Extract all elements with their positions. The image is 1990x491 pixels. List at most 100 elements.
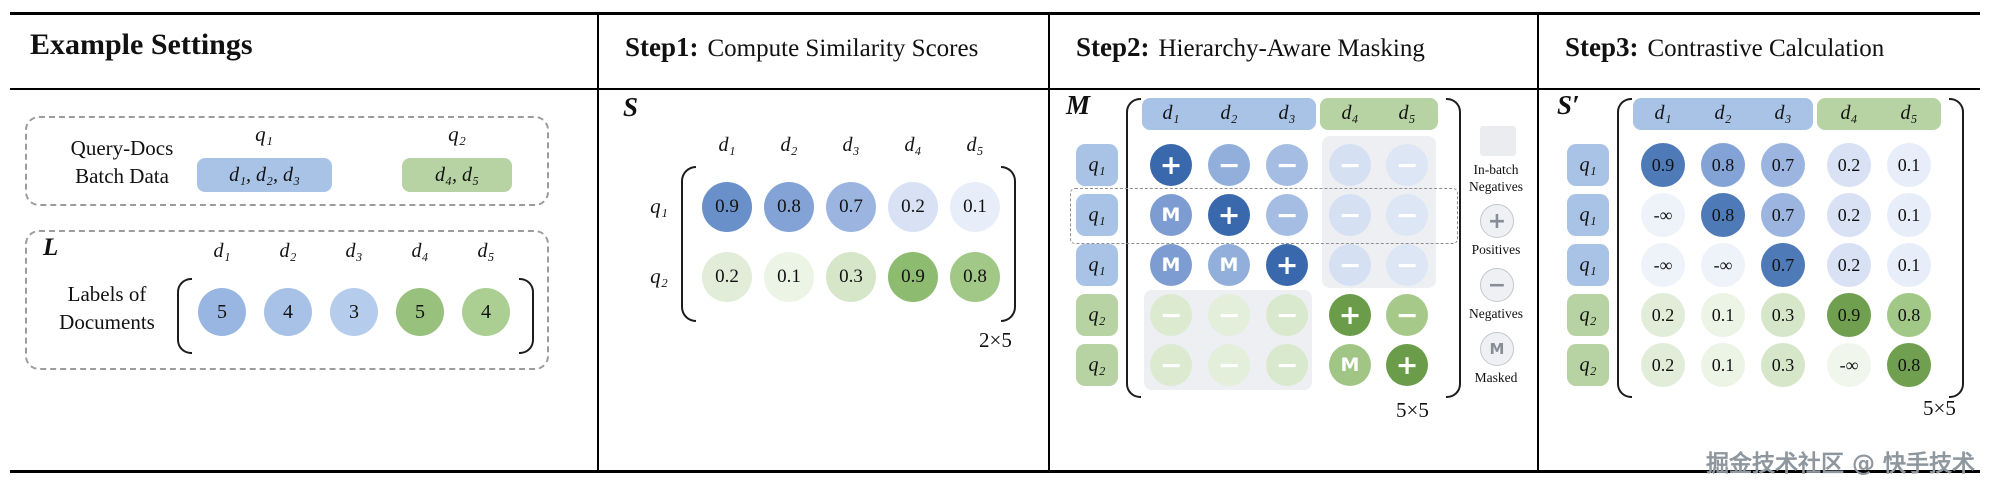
q1-docs-pill: d₁, d₂, d₃ bbox=[197, 158, 332, 192]
contrastive-cell: 0.1 bbox=[1701, 343, 1745, 387]
contrastive-cell: 0.3 bbox=[1761, 343, 1805, 387]
panel-step3: S′ d₁ d₂ d₃ d₄ d₅ q₁ q₁ q₁ q₂ q₂ 0.9 0.8… bbox=[1537, 90, 1990, 470]
s-matrix-symbol: S bbox=[623, 92, 639, 122]
label-value-cell: 5 bbox=[198, 288, 246, 336]
sprime-row-label-q1-a: q₁ bbox=[1567, 144, 1609, 186]
highlighted-row-box bbox=[1070, 188, 1458, 244]
similarity-cell: 0.7 bbox=[826, 182, 876, 232]
contrastive-cell: -∞ bbox=[1641, 193, 1685, 237]
negative-icon: − bbox=[1329, 194, 1371, 236]
similarity-cell: 0.8 bbox=[950, 252, 1000, 302]
m-row-label-q1-c: q₁ bbox=[1076, 244, 1118, 286]
similarity-cell: 0.2 bbox=[888, 182, 938, 232]
labels-col-header-d4: d₄ bbox=[411, 240, 429, 262]
m-matrix-symbol: M bbox=[1066, 90, 1091, 120]
labels-of-documents-label: Labels of Documents bbox=[37, 280, 177, 337]
negative-icon: − bbox=[1386, 194, 1428, 236]
positive-icon: + bbox=[1386, 344, 1428, 386]
positive-icon: + bbox=[1329, 294, 1371, 336]
batch-data-label: Query-Docs Batch Data bbox=[47, 134, 197, 191]
negative-icon: − bbox=[1150, 294, 1192, 336]
watermark: 掘金技术社区 @ 快手技术 bbox=[1705, 451, 1975, 477]
contrastive-cell: 0.7 bbox=[1761, 193, 1805, 237]
sprime-bracket-right bbox=[1949, 98, 1964, 398]
positives-legend-icon: + bbox=[1480, 204, 1514, 238]
query-docs-batch-box: Query-Docs Batch Data q₁ d₁, d₂, d₃ q₂ d… bbox=[25, 116, 549, 206]
negative-icon: − bbox=[1266, 344, 1308, 386]
contrastive-cell: -∞ bbox=[1701, 243, 1745, 287]
m-col-header-d2: d₂ bbox=[1220, 102, 1238, 124]
m-row-label-q2-b: q₂ bbox=[1076, 344, 1118, 386]
m-col-header-d1: d₁ bbox=[1162, 102, 1180, 124]
contrastive-cell: 0.8 bbox=[1887, 293, 1931, 337]
negative-icon: − bbox=[1208, 144, 1250, 186]
sprime-row-label-q2-a: q₂ bbox=[1567, 294, 1609, 336]
contrastive-cell: 0.2 bbox=[1827, 243, 1871, 287]
similarity-cell: 0.8 bbox=[764, 182, 814, 232]
in-batch-label-line1: In-batch bbox=[1473, 162, 1519, 177]
sprime-col-header-d2: d₂ bbox=[1714, 102, 1732, 124]
in-batch-negatives-label: In-batch Negatives bbox=[1452, 162, 1540, 196]
in-batch-negatives-icon bbox=[1480, 126, 1516, 156]
labels-matrix-symbol: L bbox=[43, 234, 59, 261]
label-value-cell: 4 bbox=[264, 288, 312, 336]
masked-icon: M bbox=[1329, 344, 1371, 386]
q2-docs-pill: d₄, d₅ bbox=[402, 158, 512, 192]
masked-icon: M bbox=[1208, 244, 1250, 286]
sprime-dimension-label: 5×5 bbox=[1923, 396, 1956, 420]
contrastive-cell: 0.2 bbox=[1827, 143, 1871, 187]
s-bracket-left bbox=[681, 166, 696, 322]
labels-col-header-d2: d₂ bbox=[279, 240, 297, 262]
step1-title-bold: Step1: bbox=[625, 32, 699, 62]
m-row-label-q1-b: q₁ bbox=[1076, 194, 1118, 236]
m-col-header-d3: d₃ bbox=[1278, 102, 1296, 124]
sprime-col-header-d3: d₃ bbox=[1774, 102, 1792, 124]
labels-col-header-d3: d₃ bbox=[345, 240, 363, 262]
contrastive-cell: 0.8 bbox=[1887, 343, 1931, 387]
contrastive-cell: -∞ bbox=[1827, 343, 1871, 387]
panel-example-settings: Query-Docs Batch Data q₁ d₁, d₂, d₃ q₂ d… bbox=[0, 90, 597, 470]
contrastive-cell: 0.2 bbox=[1641, 293, 1685, 337]
sprime-col-group-green bbox=[1817, 98, 1941, 130]
divider-2 bbox=[1048, 12, 1050, 473]
labels-label-line2: Documents bbox=[59, 310, 155, 335]
s-prime-matrix-symbol: S′ bbox=[1557, 90, 1580, 120]
negatives-legend-icon: − bbox=[1480, 268, 1514, 302]
q2-label: q₂ bbox=[448, 122, 466, 146]
sprime-col-group-blue bbox=[1633, 98, 1813, 130]
m-col-header-d4: d₄ bbox=[1341, 102, 1359, 124]
m-bracket-left bbox=[1126, 98, 1141, 398]
legend: In-batch Negatives + Positives − Negativ… bbox=[1452, 90, 1540, 410]
panel-step1: S d₁ d₂ d₃ d₄ d₅ q₁ q₂ 0.9 0.8 0.7 0.2 0… bbox=[597, 90, 1048, 470]
sprime-row-label-q1-c: q₁ bbox=[1567, 244, 1609, 286]
s-col-header-d2: d₂ bbox=[780, 134, 798, 156]
step2-title-rest: Hierarchy-Aware Masking bbox=[1158, 35, 1425, 62]
negative-icon: − bbox=[1266, 294, 1308, 336]
negatives-label: Negatives bbox=[1469, 306, 1523, 321]
negative-icon: − bbox=[1208, 294, 1250, 336]
contrastive-cell: 0.2 bbox=[1641, 343, 1685, 387]
similarity-cell: 0.1 bbox=[950, 182, 1000, 232]
s-col-header-d4: d₄ bbox=[904, 134, 922, 156]
similarity-cell: 0.2 bbox=[702, 252, 752, 302]
step2-title-bold: Step2: bbox=[1076, 32, 1150, 62]
divider-1 bbox=[597, 12, 599, 473]
contrastive-cell: 0.9 bbox=[1827, 293, 1871, 337]
contrastive-cell: 0.8 bbox=[1701, 143, 1745, 187]
m-col-group-green bbox=[1320, 98, 1438, 130]
s-row-label-q1: q₁ bbox=[650, 194, 668, 218]
settings-title: Example Settings bbox=[30, 28, 253, 61]
labels-bracket-right bbox=[519, 278, 534, 354]
panel-step2: M d₁ d₂ d₃ d₄ d₅ q₁ q₁ q₁ q₂ q₂ + − − − … bbox=[1048, 90, 1537, 470]
label-value-cell: 5 bbox=[396, 288, 444, 336]
labels-of-documents-box: L Labels of Documents d₁ d₂ d₃ d₄ d₅ 5 4… bbox=[25, 230, 549, 370]
contrastive-cell: 0.7 bbox=[1761, 143, 1805, 187]
contrastive-cell: 0.1 bbox=[1887, 143, 1931, 187]
q1-label: q₁ bbox=[255, 122, 273, 146]
m-col-group-blue bbox=[1142, 98, 1316, 130]
contrastive-cell: 0.8 bbox=[1701, 193, 1745, 237]
masked-label: Masked bbox=[1474, 370, 1518, 385]
s-row-label-q2: q₂ bbox=[650, 264, 668, 288]
sprime-row-label-q2-b: q₂ bbox=[1567, 344, 1609, 386]
